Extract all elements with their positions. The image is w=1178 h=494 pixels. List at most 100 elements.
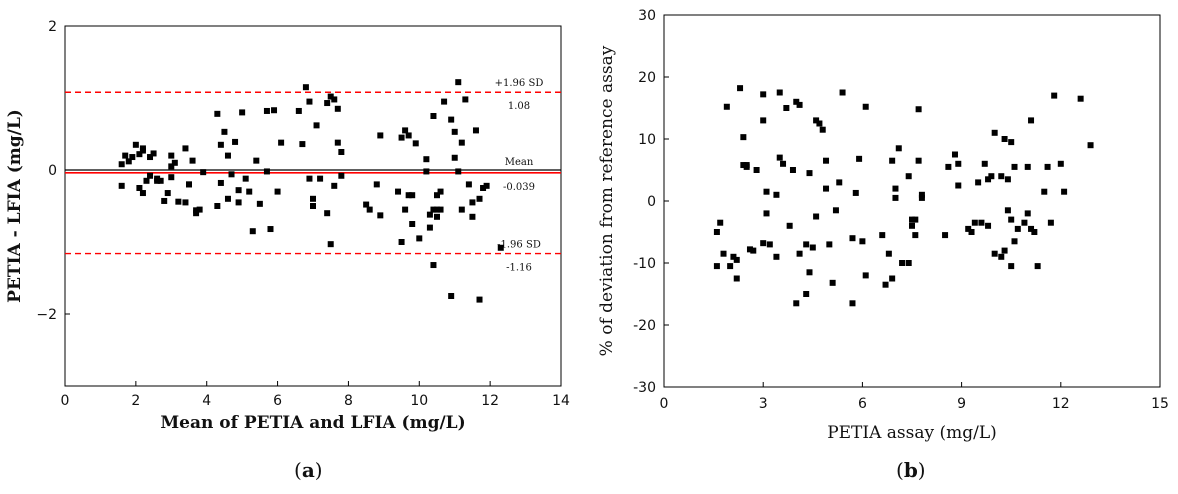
panel-a-point: [331, 96, 338, 103]
panel-a-point: [416, 235, 423, 242]
panel-b-point: [905, 173, 912, 180]
panel-b-point: [806, 170, 813, 177]
panel-b-point: [1057, 160, 1064, 167]
panel-b-point: [813, 117, 820, 124]
panel-a-chart: +1.96 SD 1.08 Mean -0.039 -1.96 SD -1.16 0 2 4 6…: [5, 19, 570, 482]
panel-a-point: [373, 181, 380, 188]
panel-b-x-tick-label: 12: [1052, 396, 1070, 412]
panel-a-point: [434, 192, 440, 199]
panel-b-point: [915, 106, 922, 113]
panel-a-point: [423, 156, 430, 163]
panel-b-point: [733, 256, 740, 263]
panel-b-point: [1024, 210, 1031, 217]
panel-a-point: [310, 203, 316, 209]
panel-b-point: [862, 272, 869, 279]
panel-a-point: [118, 161, 125, 168]
panel-b-point: [823, 185, 830, 192]
panel-b-point: [968, 229, 975, 235]
panel-a-point: [338, 149, 345, 155]
panel-b-point: [915, 157, 922, 164]
panel-b-point: [942, 232, 949, 239]
panel-a-point: [263, 107, 270, 114]
panel-b-point: [737, 85, 744, 92]
panel-a-point: [448, 293, 455, 299]
panel-b-point: [760, 117, 767, 124]
panel-b-point: [912, 216, 919, 223]
panel-a-point: [395, 188, 402, 195]
panel-a-point: [235, 199, 242, 206]
panel-b-point: [879, 232, 886, 239]
panel-a-point: [398, 134, 405, 141]
panel-b-point: [763, 188, 770, 195]
panel-a-point: [253, 157, 260, 164]
panel-a-point: [306, 175, 313, 182]
panel-a-plot-frame: [64, 25, 562, 387]
panel-b-point: [723, 103, 730, 110]
panel-b-point: [909, 222, 915, 229]
panel-b-point: [839, 89, 846, 96]
panel-a-point: [472, 127, 479, 134]
panel-b-point: [889, 157, 896, 164]
panel-a-point: [412, 140, 419, 147]
panel-a-point: [334, 105, 341, 112]
panel-b-point: [985, 222, 992, 229]
panel-a-point: [451, 128, 458, 135]
panel-a-point: [267, 226, 274, 233]
panel-a-point: [139, 147, 146, 154]
panel-a-point: [313, 122, 320, 129]
panel-b-point: [1011, 238, 1018, 245]
panel-a-point: [168, 174, 175, 181]
panel-a-point: [157, 177, 164, 184]
panel-b-point: [849, 235, 856, 242]
panel-a-point: [143, 177, 150, 184]
panel-b-point: [783, 105, 790, 111]
panel-a-point: [193, 207, 200, 214]
panel-a-point: [189, 157, 196, 164]
panel-b-point: [981, 160, 988, 167]
panel-a-point: [402, 127, 409, 134]
panel-b-point: [1028, 225, 1035, 232]
panel-a-point: [271, 107, 278, 114]
panel-a-y-tick-label: −2: [36, 307, 57, 323]
panel-a-point: [465, 181, 472, 188]
panel-a-point: [409, 192, 416, 199]
panel-a-x-tick-label: 2: [131, 393, 140, 409]
panel-a-x-tick-label: 4: [202, 393, 211, 409]
panel-b-y-tick-label: 10: [638, 132, 656, 148]
panel-b-point: [743, 163, 750, 170]
panel-a-point: [377, 212, 384, 219]
panel-b-x-tick-label: 15: [1151, 396, 1169, 412]
panel-a-point: [476, 296, 483, 303]
panel-b-point: [763, 210, 770, 217]
panel-b-point: [965, 225, 972, 232]
panel-a-point: [164, 190, 171, 197]
panel-b-point: [1014, 225, 1021, 232]
panel-b-plot-frame: [663, 14, 1161, 388]
panel-a-point: [430, 206, 437, 213]
panel-a-point: [118, 182, 125, 189]
panel-b-point: [862, 103, 869, 110]
panel-b-point: [730, 253, 737, 260]
panel-b-point: [998, 253, 1005, 260]
panel-a-point: [136, 151, 143, 158]
panel-b-point: [905, 260, 912, 266]
panel-a-point: [263, 168, 270, 175]
panel-b-y-axis-title: % of deviation from reference assay: [597, 45, 617, 356]
panel-a-point: [295, 107, 302, 114]
panel-b-point: [816, 120, 823, 127]
panel-b-point: [793, 98, 800, 105]
panel-b-point: [892, 185, 899, 192]
panel-b-point: [975, 179, 982, 186]
panel-a-point: [154, 175, 161, 182]
panel-b-point: [746, 246, 753, 253]
panel-b-point: [713, 229, 720, 235]
panel-b-point: [889, 275, 896, 282]
panel-a-point: [377, 132, 384, 139]
panel-a-point: [437, 188, 444, 195]
panel-a-point: [327, 93, 334, 100]
panel-b-point: [809, 244, 816, 251]
panel-a-x-tick-label: 10: [410, 393, 428, 409]
panel-a-label: (a): [294, 458, 323, 482]
panel-a-point: [405, 192, 412, 199]
panel-a-point: [402, 206, 409, 213]
